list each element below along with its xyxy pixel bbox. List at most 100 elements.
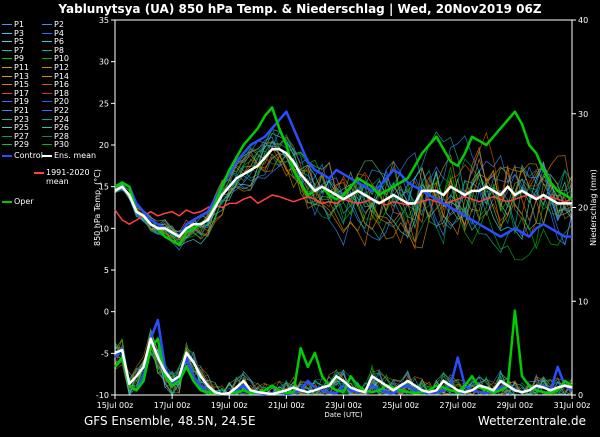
- legend-entry-member: P26: [42, 123, 69, 132]
- y2-tick-label: 40: [578, 16, 588, 25]
- legend-label: P16: [54, 80, 70, 90]
- legend-entry-member: P22: [42, 106, 69, 115]
- legend-entry-member: P14: [42, 72, 69, 81]
- legend-label: 1991-2020 mean: [46, 168, 90, 186]
- series-ensmean-temp-line: [114, 147, 572, 238]
- legend-swatch: [2, 24, 12, 25]
- legend-swatch: [42, 92, 52, 94]
- legend-swatch: [2, 127, 12, 129]
- legend-label: P14: [54, 71, 70, 81]
- legend-swatch: [2, 32, 12, 34]
- y-tick-label: 35: [99, 16, 109, 25]
- legend-label: P18: [54, 88, 70, 98]
- legend-entry-member: P12: [42, 63, 69, 72]
- legend-label: Ens. mean: [54, 151, 97, 160]
- series-oper-precip-line: [114, 309, 573, 396]
- legend-label: P30: [54, 140, 70, 150]
- x-tick-label: 21Jul 00z: [268, 401, 305, 410]
- legend-label: P25: [14, 123, 30, 133]
- legend-entry-member: P3: [2, 29, 24, 38]
- legend-entry-member: P28: [42, 132, 69, 141]
- legend-entry-member: P15: [2, 80, 29, 89]
- legend-entry-member: P17: [2, 89, 29, 98]
- member-temp-line: [114, 136, 573, 251]
- legend-entry-member: P20: [42, 97, 69, 106]
- y-tick-label: -10: [96, 391, 109, 400]
- legend-entry-member: P19: [2, 97, 29, 106]
- y-tick-label: 5: [104, 266, 109, 275]
- x-tick-label: 27Jul 00z: [439, 401, 476, 410]
- legend-entry-oper: Oper: [2, 197, 34, 206]
- model-location-label: GFS Ensemble, 48.5N, 24.5E: [84, 414, 256, 428]
- y-tick-label: 15: [99, 183, 109, 192]
- legend-swatch: [2, 154, 12, 157]
- x-tick-label: 15Jul 00z: [97, 401, 134, 410]
- legend-swatch: [42, 49, 52, 51]
- legend-swatch: [42, 144, 52, 146]
- legend-entry-member: P29: [2, 140, 29, 149]
- legend-label: P11: [14, 63, 30, 72]
- legend-swatch: [2, 135, 12, 137]
- legend-entry-member: P5: [2, 37, 24, 46]
- legend-swatch: [2, 41, 12, 43]
- legend-swatch: [42, 75, 52, 77]
- legend-entry-member: P13: [2, 72, 29, 81]
- legend-entry-member: P21: [2, 106, 29, 115]
- legend-entry-member: P10: [42, 54, 69, 63]
- series-oper-temp-line: [114, 106, 573, 247]
- legend-swatch: [2, 84, 12, 86]
- legend-swatch: [42, 58, 52, 60]
- legend-label: P6: [54, 37, 64, 47]
- y-tick-label: 20: [99, 141, 109, 150]
- legend-label: P5: [14, 37, 24, 47]
- legend-entry-clim-mean: 1991-2020 mean: [34, 168, 90, 186]
- site-credit: Wetterzentrale.de: [477, 414, 586, 428]
- legend-swatch: [2, 75, 12, 77]
- legend-swatch: [2, 118, 12, 120]
- x-axis-label: Date (UTC): [324, 411, 363, 419]
- legend-label: P1: [14, 20, 24, 29]
- legend-swatch: [2, 92, 12, 94]
- legend-swatch: [42, 118, 52, 120]
- legend-label: P10: [54, 54, 70, 64]
- legend-entry-member: P2: [42, 20, 64, 29]
- y2-axis-label: Niederschlag (mm): [589, 169, 598, 246]
- legend-label: P13: [14, 71, 30, 81]
- y-axis-label: 850 hPa Temp. (°C): [93, 169, 102, 246]
- legend-swatch: [2, 200, 12, 203]
- legend-swatch: [42, 135, 52, 137]
- y2-tick-label: 30: [578, 110, 588, 119]
- legend-label: P20: [54, 97, 70, 107]
- y-tick-label: 0: [104, 308, 109, 317]
- y-tick-label: 30: [99, 58, 109, 67]
- legend-swatch: [42, 32, 52, 34]
- legend-entry-member: P11: [2, 63, 29, 72]
- legend-label: P7: [14, 45, 24, 55]
- legend-entry-member: P6: [42, 37, 64, 46]
- legend-label: P27: [14, 131, 30, 141]
- series-control-temp-line: [114, 110, 572, 238]
- y2-tick-label: 0: [578, 391, 583, 400]
- legend-entry-member: P23: [2, 115, 29, 124]
- member-temp-line: [114, 145, 573, 241]
- legend-label: P8: [54, 45, 64, 55]
- legend-label: P12: [54, 63, 70, 72]
- legend-swatch: [42, 67, 52, 68]
- member-temp-line: [114, 152, 573, 247]
- legend-swatch: [2, 144, 12, 146]
- legend-entry-member: P16: [42, 80, 69, 89]
- x-tick-label: 25Jul 00z: [382, 401, 419, 410]
- legend-swatch: [2, 49, 12, 51]
- legend-swatch: [2, 101, 12, 103]
- legend-entry-member: P18: [42, 89, 69, 98]
- legend-entry-ens-mean: Ens. mean: [42, 151, 96, 160]
- y-tick-label: -5: [101, 349, 109, 358]
- legend-entry-member: P30: [42, 140, 69, 149]
- legend-entry-member: P7: [2, 46, 24, 55]
- x-tick-label: 31Jul 00z: [554, 401, 591, 410]
- series-ensmean-precip-line: [114, 337, 573, 396]
- legend-label: P17: [14, 88, 30, 98]
- legend-label: P29: [14, 140, 30, 150]
- legend-swatch: [34, 171, 44, 174]
- series-control-precip-line: [114, 318, 573, 396]
